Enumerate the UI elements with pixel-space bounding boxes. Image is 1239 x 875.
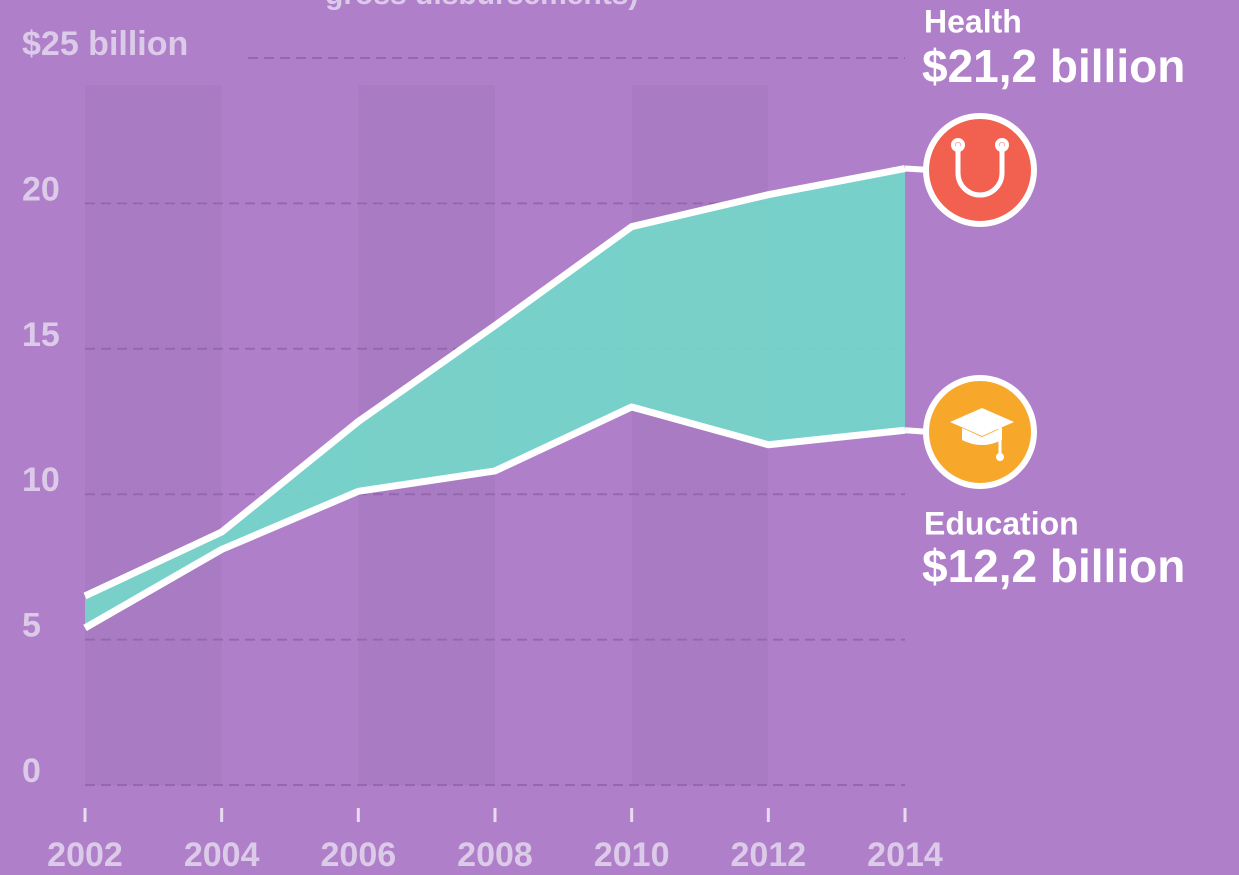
y-tick-label: 15 bbox=[22, 316, 60, 354]
grid: 0 5 10 15 20 $25 billion 2002 2004 2006 2008 2010 2… bbox=[22, 25, 943, 874]
x-tick-label: 2006 bbox=[321, 836, 397, 874]
x-tick-label: 2008 bbox=[457, 836, 533, 874]
x-tick-label: 2002 bbox=[47, 836, 123, 874]
subtitle: gross disbursements) bbox=[325, 0, 638, 11]
gap-area bbox=[85, 168, 905, 628]
stethoscope bbox=[955, 142, 1005, 198]
education-icon bbox=[923, 375, 1037, 489]
health-name: Health bbox=[924, 3, 1022, 39]
plot bbox=[83, 165, 931, 632]
series-line bbox=[83, 403, 906, 632]
health-circle bbox=[923, 113, 1037, 227]
band bbox=[85, 85, 222, 785]
cap-top bbox=[950, 408, 1014, 436]
cap-base bbox=[962, 428, 1002, 445]
x-tick-label: 2012 bbox=[731, 836, 807, 874]
x-tick-label: 2014 bbox=[867, 836, 943, 874]
health-total: $21,2 billion bbox=[922, 40, 1185, 92]
y-tick-label: $25 billion bbox=[22, 25, 188, 63]
health-icon bbox=[923, 113, 1037, 227]
y-tick-label: 0 bbox=[22, 752, 41, 790]
stethoscope-end bbox=[951, 138, 965, 152]
education-name: Education bbox=[924, 505, 1079, 541]
x-tick-label: 2004 bbox=[184, 836, 260, 874]
y-tick-label: 20 bbox=[22, 170, 60, 208]
y-tick-label: 10 bbox=[22, 461, 60, 499]
x-tick-label: 2010 bbox=[594, 836, 670, 874]
series-line bbox=[83, 165, 906, 600]
education-total: $12,2 billion bbox=[922, 540, 1185, 592]
y-tick-label: 5 bbox=[22, 607, 41, 645]
stethoscope-end bbox=[995, 138, 1009, 152]
tassel-end bbox=[996, 453, 1004, 461]
